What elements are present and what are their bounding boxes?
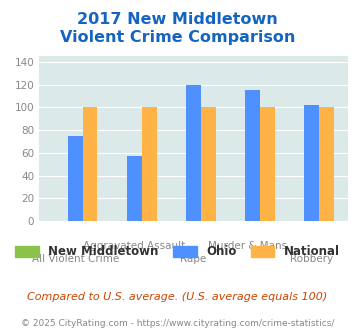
Text: Murder & Mans...: Murder & Mans... xyxy=(208,241,297,250)
Bar xyxy=(319,107,334,221)
Text: Compared to U.S. average. (U.S. average equals 100): Compared to U.S. average. (U.S. average … xyxy=(27,292,328,302)
Bar xyxy=(304,105,319,221)
Text: Aggravated Assault: Aggravated Assault xyxy=(83,241,186,250)
Bar xyxy=(68,136,83,221)
Bar xyxy=(83,107,97,221)
Text: Robbery: Robbery xyxy=(290,254,333,264)
Text: 2017 New Middletown
Violent Crime Comparison: 2017 New Middletown Violent Crime Compar… xyxy=(60,12,295,45)
Bar xyxy=(201,107,215,221)
Legend: New Middletown, Ohio, National: New Middletown, Ohio, National xyxy=(11,241,344,263)
Text: Rape: Rape xyxy=(180,254,207,264)
Bar xyxy=(142,107,157,221)
Bar xyxy=(186,84,201,221)
Text: © 2025 CityRating.com - https://www.cityrating.com/crime-statistics/: © 2025 CityRating.com - https://www.city… xyxy=(21,319,334,328)
Bar xyxy=(245,90,260,221)
Text: All Violent Crime: All Violent Crime xyxy=(32,254,119,264)
Bar xyxy=(260,107,275,221)
Bar xyxy=(127,156,142,221)
